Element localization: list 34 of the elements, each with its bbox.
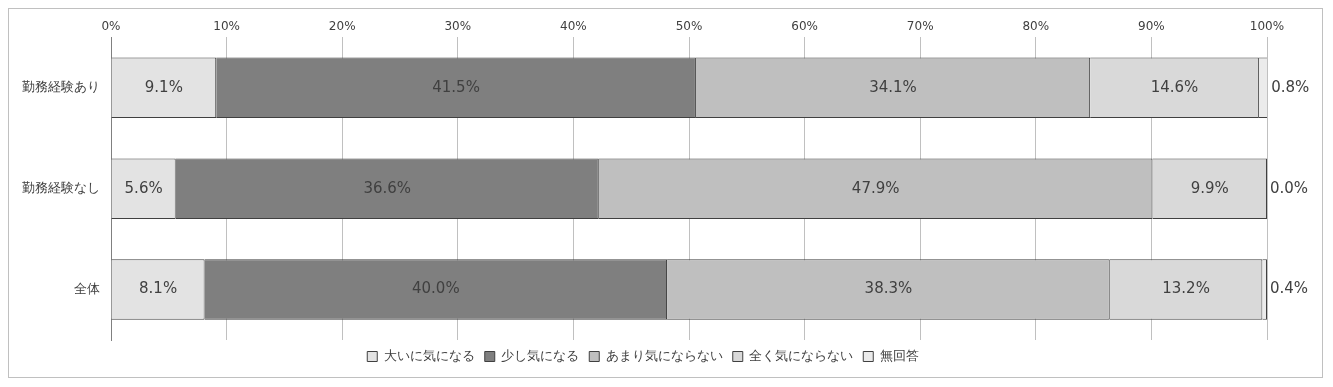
x-tick-label: 70%	[906, 19, 934, 34]
y-tick-label: 勤務経験あり	[22, 79, 100, 95]
legend-label: 無回答	[879, 347, 919, 363]
data-label: 9.9%	[1190, 178, 1229, 197]
x-tick-label: 50%	[675, 19, 703, 34]
x-tick-label: 40%	[560, 19, 587, 34]
legend-label: 大いに気になる	[383, 347, 475, 363]
data-label: 13.2%	[1162, 279, 1210, 298]
data-label: 41.5%	[432, 77, 480, 96]
data-label: 5.6%	[124, 178, 163, 197]
y-tick-label: 全体	[74, 280, 100, 296]
x-tick-label: 0%	[101, 19, 121, 34]
data-label: 47.9%	[851, 178, 900, 197]
data-label: 40.0%	[412, 279, 460, 298]
x-tick-label: 90%	[1138, 19, 1165, 34]
legend-label: あまり気にならない	[605, 347, 723, 363]
data-label: 0.8%	[1271, 77, 1310, 96]
data-label: 8.1%	[139, 279, 178, 298]
data-label: 36.6%	[363, 178, 412, 197]
x-tick-label: 100%	[1249, 19, 1285, 34]
data-label: 34.1%	[869, 77, 917, 96]
x-tick-label: 10%	[213, 19, 240, 34]
x-tick-label: 20%	[328, 19, 356, 34]
data-label: 0.4%	[1270, 279, 1309, 298]
y-tick-label: 勤務経験なし	[22, 180, 100, 196]
legend-label: 少し気になる	[501, 347, 580, 363]
data-label: 14.6%	[1150, 77, 1199, 96]
x-tick-label: 80%	[1022, 19, 1050, 34]
data-label: 38.3%	[864, 279, 913, 298]
data-label: 0.0%	[1270, 178, 1309, 197]
x-tick-label: 30%	[444, 19, 472, 34]
x-tick-label: 60%	[791, 19, 818, 34]
legend-label: 全く気にならない	[749, 347, 854, 363]
data-label: 9.1%	[144, 77, 183, 96]
